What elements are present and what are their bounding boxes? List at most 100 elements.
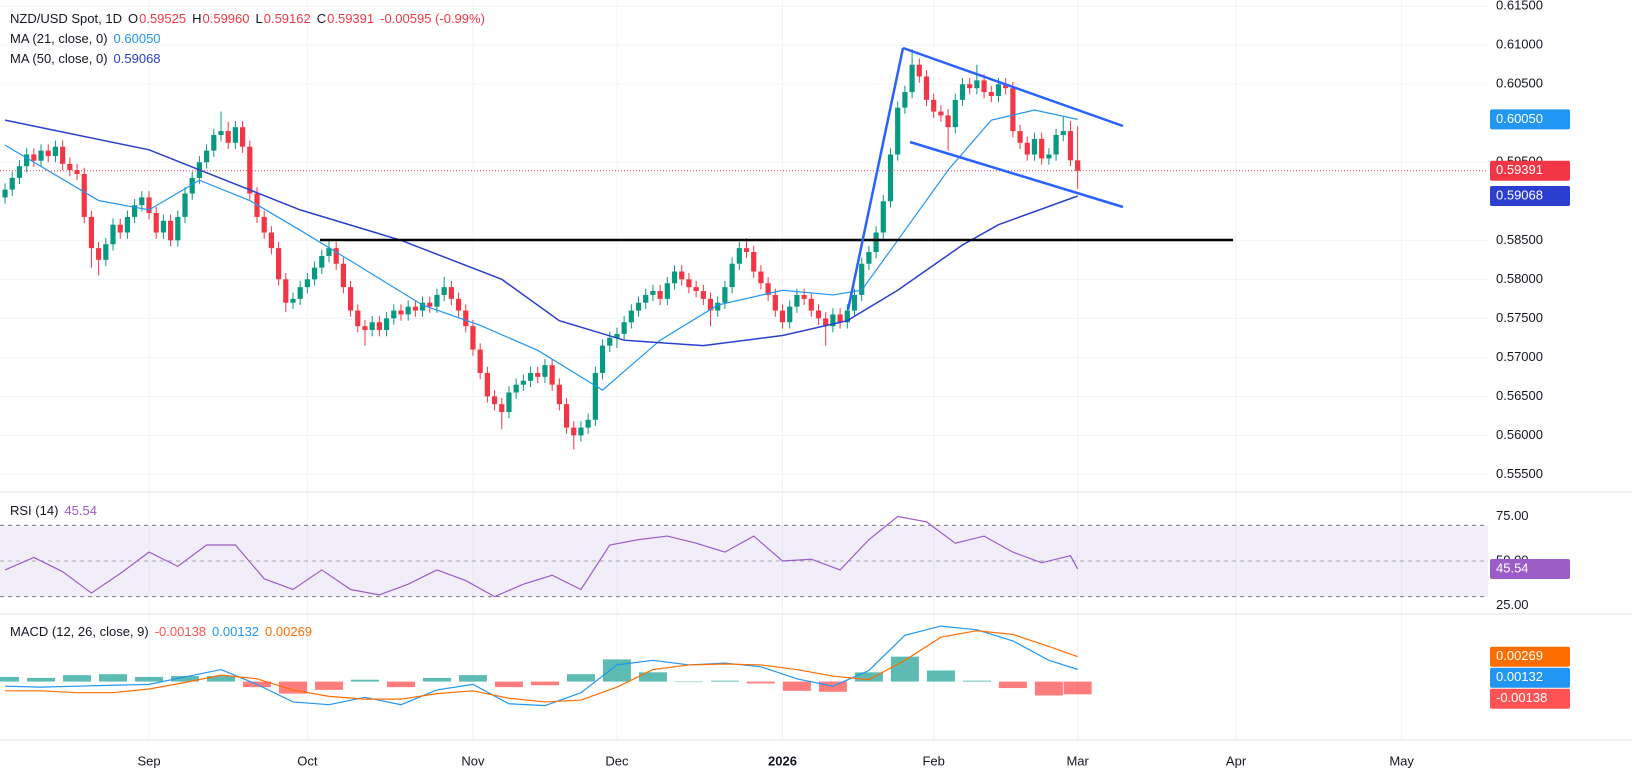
legend-row: MA (21, close, 0) 0.60050 — [10, 31, 167, 46]
candle-body — [945, 115, 951, 128]
candle-body — [1060, 131, 1066, 135]
candle-body — [887, 154, 894, 202]
candle-body — [103, 244, 109, 260]
candle-body — [52, 146, 59, 157]
macd-histogram-bar — [458, 675, 487, 682]
candle-body — [211, 134, 217, 151]
axes-layer: 0.615000.610000.605000.595000.585000.580… — [137, 0, 1570, 768]
candle-body — [952, 99, 958, 128]
candle-body — [700, 291, 706, 299]
candle-body — [448, 287, 454, 299]
legend-text: MA (50, close, 0) — [10, 51, 108, 66]
macd-histogram-bar — [746, 681, 775, 684]
legend-row: RSI (14) 45.54 — [10, 503, 103, 518]
candle-body — [319, 255, 325, 268]
candle-body — [1075, 160, 1081, 171]
y-tick-label: 0.56500 — [1496, 388, 1543, 403]
candle-body — [959, 84, 966, 100]
macd-histogram-bar — [135, 676, 164, 682]
trend-line — [902, 46, 1124, 128]
candle-body — [67, 163, 73, 171]
drawings — [320, 46, 1233, 311]
candle-body — [1046, 154, 1052, 159]
candle-body — [614, 333, 620, 338]
candle-body — [247, 146, 253, 194]
candle-body — [477, 349, 483, 373]
macd-histogram-bar — [566, 674, 595, 682]
legend-text: O — [127, 11, 139, 26]
candle-body — [275, 248, 282, 280]
legend-text: 45.54 — [64, 503, 97, 518]
macd-histogram-bar — [386, 681, 415, 688]
candle-body — [160, 220, 167, 233]
trend-line — [909, 140, 1124, 209]
candle-body — [549, 365, 555, 385]
candle-body — [628, 310, 634, 323]
candle-body — [621, 322, 627, 334]
candle-body — [909, 64, 915, 93]
candle-body — [981, 80, 987, 93]
candle-body — [31, 154, 37, 161]
legend-text: 0.00269 — [265, 624, 313, 639]
candle-body — [60, 146, 66, 164]
legend-text: 0.59525 — [139, 11, 187, 26]
signal-line — [5, 630, 1078, 703]
candle-body — [563, 404, 570, 428]
candle-body — [527, 372, 534, 381]
y-tick-label: 0.61500 — [1496, 0, 1543, 13]
candle-body — [729, 263, 735, 288]
macd-histogram-bar — [926, 670, 955, 682]
candle-body — [520, 380, 526, 385]
candle-body — [635, 302, 642, 311]
price-label-box — [1490, 109, 1570, 130]
legend-text: MACD (12, 26, close, 9) — [10, 624, 149, 639]
candle-body — [895, 107, 901, 155]
x-tick-label: Mar — [1066, 753, 1089, 768]
candle-body — [333, 248, 339, 264]
candle-body — [650, 291, 656, 295]
candle-body — [81, 173, 87, 217]
candle-body — [232, 127, 239, 143]
candle-body — [643, 294, 649, 303]
candle-body — [873, 232, 879, 253]
candle-body — [794, 294, 800, 307]
candle-body — [38, 150, 44, 161]
candle-body — [743, 248, 750, 253]
legend-row: NZD/USD Spot, 1D O0.59525 H0.59960 L0.59162… — [10, 11, 491, 26]
candle-body — [722, 287, 728, 303]
macd-histogram-bar — [638, 672, 667, 682]
candle-body — [736, 248, 742, 264]
macd-histogram-bar — [1063, 681, 1092, 695]
x-tick-label: Apr — [1226, 753, 1247, 768]
candle-body — [74, 170, 80, 174]
candle-body — [967, 84, 973, 89]
price-label: 0.60050 — [1496, 111, 1543, 126]
candle-body — [383, 318, 390, 331]
price-label-box — [1490, 646, 1570, 667]
candle-body — [995, 84, 1002, 96]
candle-body — [513, 384, 519, 393]
macd-histogram-bar — [1034, 681, 1063, 696]
x-tick-label: May — [1389, 753, 1414, 768]
y-tick-label: 0.60500 — [1496, 76, 1543, 91]
candle-body — [240, 127, 246, 147]
macd-histogram-bar — [63, 675, 92, 682]
candle-body — [326, 248, 332, 256]
macd-histogram-bar — [854, 672, 883, 682]
candle-body — [470, 326, 476, 350]
candle-body — [304, 279, 310, 288]
candle-body — [823, 318, 829, 327]
macd-histogram-bar — [207, 676, 236, 682]
rsi-line — [4, 515, 1079, 598]
candle-body — [772, 294, 778, 311]
candle-body — [283, 279, 289, 303]
macd-histogram-bar — [99, 674, 128, 682]
candle-body — [96, 248, 102, 260]
y-tick-label: 0.58500 — [1496, 232, 1543, 247]
candle-body — [801, 294, 807, 299]
candle-body — [16, 166, 23, 178]
candle-body — [1024, 142, 1030, 155]
macd-histogram-bar — [710, 680, 739, 682]
legend-text: -0.00138 — [154, 624, 207, 639]
